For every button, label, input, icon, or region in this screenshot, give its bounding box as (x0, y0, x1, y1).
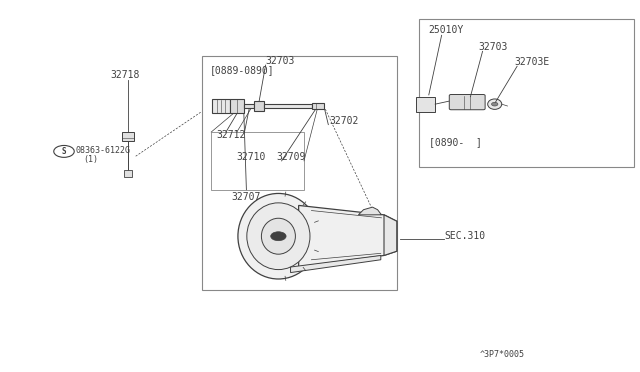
Text: 32702: 32702 (330, 115, 359, 125)
Bar (419, 19, 634, 167)
Polygon shape (299, 205, 397, 267)
Bar (264, 104, 312, 108)
Text: [0890-  ]: [0890- ] (429, 137, 482, 147)
Text: 32703: 32703 (266, 56, 295, 66)
Circle shape (492, 102, 498, 106)
Text: SEC.310: SEC.310 (445, 231, 486, 241)
Bar (416, 97, 435, 112)
Text: 32712: 32712 (216, 130, 246, 140)
Text: 32703: 32703 (479, 42, 508, 52)
Text: 32707: 32707 (232, 192, 261, 202)
Text: 32703E: 32703E (514, 57, 549, 67)
Bar (254, 101, 264, 111)
Bar (202, 56, 397, 290)
Text: 08363-6122G: 08363-6122G (76, 145, 131, 154)
Polygon shape (384, 215, 397, 256)
Bar (244, 104, 254, 108)
Ellipse shape (488, 99, 502, 109)
Bar (312, 103, 324, 109)
Bar (230, 99, 244, 113)
Text: 32710: 32710 (237, 152, 266, 162)
Bar (211, 132, 304, 190)
Text: 25010Y: 25010Y (429, 25, 464, 35)
Bar (122, 132, 134, 141)
Polygon shape (358, 207, 381, 215)
Text: ^3P7*0005: ^3P7*0005 (480, 350, 525, 359)
Text: 32718: 32718 (110, 70, 140, 80)
Text: [0889-0890]: [0889-0890] (209, 65, 274, 75)
Polygon shape (291, 256, 381, 273)
Text: 32709: 32709 (276, 152, 306, 162)
Ellipse shape (261, 218, 296, 254)
Ellipse shape (238, 193, 319, 279)
Text: (1): (1) (83, 155, 98, 164)
FancyBboxPatch shape (449, 94, 485, 110)
Bar (124, 170, 132, 177)
Circle shape (271, 232, 286, 241)
Ellipse shape (247, 203, 310, 270)
Bar (212, 99, 230, 113)
Text: S: S (61, 147, 67, 156)
